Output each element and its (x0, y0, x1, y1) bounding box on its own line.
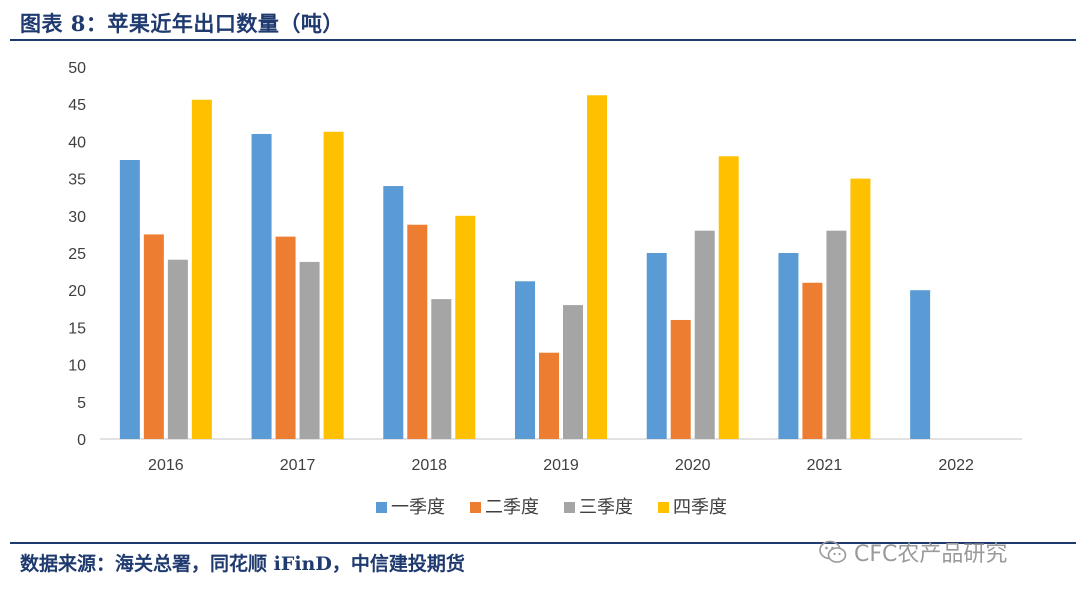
x-axis: 2016 2017 2018 2019 2020 2021 2022 (148, 457, 974, 474)
bar-2017-series-4 (323, 131, 344, 439)
bar-2021-series-1 (778, 253, 799, 439)
bar-2016-series-3 (167, 259, 188, 439)
chart-title: 图表 8：苹果近年出口数量（吨） (20, 11, 344, 36)
legend-label: 四季度 (673, 497, 727, 518)
bar-2016-series-1 (119, 160, 140, 439)
bar-2019-series-1 (515, 281, 535, 439)
wechat-icon (819, 540, 847, 563)
y-tick-label: 40 (68, 134, 86, 151)
bar-chart: 0 5 10 15 20 25 30 35 40 45 50 2016 2017 2018 2019 202… (68, 60, 1022, 518)
bar-2018-series-4 (455, 215, 476, 439)
bar-2017-series-3 (299, 261, 320, 439)
y-tick-label: 25 (68, 246, 86, 263)
source-note: 数据来源：海关总署，同花顺 iFinD，中信建投期货 (20, 553, 465, 575)
bar-2020-series-1 (646, 253, 667, 439)
bar-2020-series-2 (670, 319, 691, 439)
y-tick-label: 10 (68, 358, 86, 375)
y-tick-label: 45 (68, 97, 86, 114)
bar-2019-series-3 (563, 305, 583, 439)
bar-2022-series-1 (910, 290, 931, 439)
bar-2019-series-2 (539, 352, 559, 439)
watermark-text: CFC农产品研究 (854, 542, 1008, 567)
y-tick-label: 50 (68, 60, 86, 77)
x-tick-label: 2016 (148, 457, 184, 474)
bar-2018-series-3 (431, 299, 452, 439)
x-tick-label: 2021 (807, 457, 843, 474)
watermark: CFC农产品研究 (818, 536, 1007, 568)
y-axis: 0 5 10 15 20 25 30 35 40 45 50 (68, 60, 86, 449)
y-tick-label: 5 (77, 395, 86, 412)
y-tick-label: 30 (68, 209, 86, 226)
bar-2021-series-3 (826, 230, 847, 439)
x-tick-label: 2019 (543, 457, 579, 474)
legend-label: 一季度 (391, 497, 445, 518)
bar-2021-series-4 (850, 178, 871, 439)
bar-2020-series-3 (694, 230, 715, 439)
x-tick-label: 2017 (280, 457, 316, 474)
legend-label: 三季度 (579, 497, 633, 518)
bar-2018-series-1 (383, 186, 404, 439)
y-tick-label: 0 (77, 432, 86, 449)
legend-swatch (470, 502, 481, 513)
bar-2020-series-4 (718, 156, 739, 439)
legend: 一季度 二季度 三季度 四季度 (376, 497, 727, 518)
x-tick-label: 2022 (938, 457, 974, 474)
x-tick-label: 2018 (411, 457, 447, 474)
bar-2017-series-2 (275, 236, 296, 439)
y-tick-label: 20 (68, 283, 86, 300)
bar-2021-series-2 (802, 282, 823, 439)
bar-2017-series-1 (251, 133, 272, 439)
y-tick-label: 35 (68, 172, 86, 189)
y-tick-label: 15 (68, 320, 86, 337)
bar-2016-series-2 (143, 234, 164, 439)
x-tick-label: 2020 (675, 457, 711, 474)
bar-2016-series-4 (191, 99, 212, 440)
bar-2019-series-4 (587, 95, 607, 439)
legend-swatch (658, 502, 669, 513)
footer-divider (10, 542, 1076, 544)
bar-2018-series-2 (407, 224, 428, 439)
legend-swatch (376, 502, 387, 513)
legend-swatch (564, 502, 575, 513)
bars (119, 95, 931, 440)
legend-label: 二季度 (485, 497, 539, 518)
title-divider (10, 39, 1076, 41)
